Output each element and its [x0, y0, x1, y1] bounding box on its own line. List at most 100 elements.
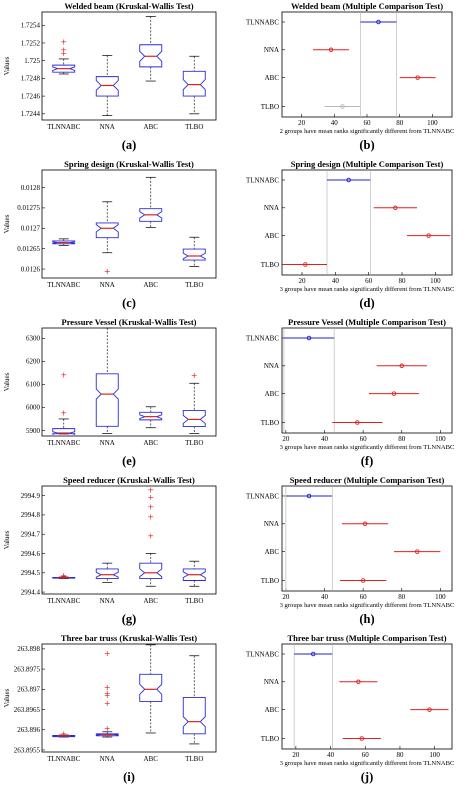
x-tick-label: 100: [435, 593, 446, 601]
outlier-marker: +: [104, 649, 111, 658]
panel-caption: (f): [361, 454, 374, 468]
mean-rank-marker: [328, 47, 334, 53]
comparison-panel: Welded beam (Multiple Comparison Test) 20…: [246, 1, 455, 152]
y-tick-label: 2994.4: [21, 588, 41, 596]
outlier-marker: +: [147, 532, 154, 541]
x-tick-label: 20: [282, 435, 290, 443]
mean-rank-marker: [346, 177, 351, 183]
boxplot-panel: Spring design (Kruskal-Wallis Test) 0.012…: [3, 159, 217, 310]
y-tick-label: 0.01275: [17, 204, 40, 212]
y-axis-label: Values: [3, 372, 11, 391]
x-tick-label: NNA: [100, 439, 115, 447]
iqr-box: [95, 568, 119, 580]
y-tick-label: NNA: [264, 46, 279, 54]
y-tick-label: 6300: [26, 335, 41, 343]
iqr-box: [52, 428, 76, 435]
y-tick-label: TLNNABC: [246, 176, 279, 184]
x-tick-label: NNA: [100, 597, 115, 605]
x-tick-label: TLNNABC: [47, 281, 80, 289]
iqr-box: [182, 70, 206, 97]
outlier-marker: +: [60, 46, 67, 55]
x-tick-label: NNA: [100, 281, 115, 289]
outlier-marker: +: [104, 724, 111, 733]
mean-rank-marker: [340, 104, 345, 109]
y-tick-label: TLBO: [261, 261, 279, 269]
comparison-note: 3 groups have mean ranks significantly d…: [280, 602, 455, 609]
x-tick-label: 60: [365, 277, 373, 285]
mean-rank-marker: [415, 75, 420, 80]
y-tick-label: 6200: [26, 358, 41, 366]
x-tick-label: 80: [398, 593, 406, 601]
x-tick-label: 60: [360, 593, 368, 601]
x-tick-label: 60: [364, 119, 372, 127]
y-tick-label: 0.0126: [21, 265, 41, 273]
mean-rank-marker: [356, 679, 361, 685]
plot-frame: [281, 169, 453, 276]
boxplot-title: Pressure Vessel (Kruskal-Wallis Test): [62, 317, 197, 327]
outlier-marker: +: [147, 512, 154, 521]
x-tick-label: 100: [430, 277, 441, 285]
outlier-marker: +: [60, 371, 67, 380]
iqr-box: [95, 733, 119, 737]
y-tick-label: 5900: [26, 427, 41, 435]
y-tick-label: ABC: [265, 548, 280, 556]
x-tick-label: TLNNABC: [47, 439, 80, 447]
boxplot-title: Welded beam (Kruskal-Wallis Test): [64, 1, 193, 11]
x-tick-label: 40: [332, 277, 340, 285]
outlier-marker: +: [104, 267, 111, 276]
comparison-title: Welded beam (Multiple Comparison Test): [291, 1, 443, 11]
y-tick-label: 2994.9: [21, 492, 41, 500]
outlier-marker: +: [104, 689, 111, 698]
plot-frame: [281, 11, 453, 118]
iqr-box: [52, 576, 76, 579]
y-axis-label: Values: [3, 688, 11, 707]
iqr-box: [139, 44, 163, 68]
iqr-box: [182, 696, 206, 735]
y-tick-label: 1.7252: [21, 39, 41, 47]
outlier-marker: +: [147, 493, 154, 502]
iqr-box: [182, 248, 206, 261]
plot-frame: [281, 327, 453, 434]
x-tick-label: 20: [299, 277, 307, 285]
mean-rank-marker: [393, 205, 398, 211]
x-tick-label: 20: [292, 751, 300, 759]
x-tick-label: ABC: [144, 439, 159, 447]
mean-rank-marker: [399, 363, 405, 369]
outlier-marker: +: [60, 38, 67, 47]
plot-frame: [41, 11, 217, 121]
mean-rank-marker: [303, 262, 308, 267]
x-tick-label: 100: [435, 435, 446, 443]
y-tick-label: NNA: [264, 678, 279, 686]
x-tick-label: TLBO: [185, 123, 203, 131]
y-tick-label: TLNNABC: [246, 492, 279, 500]
y-tick-label: 1.7254: [21, 22, 41, 30]
mean-rank-marker: [359, 736, 365, 741]
panel-caption: (h): [359, 612, 374, 626]
y-axis-label: Values: [3, 214, 11, 233]
mean-rank-marker: [310, 651, 316, 657]
y-axis-label: Values: [3, 530, 11, 549]
comparison-note: 3 groups have mean ranks significantly d…: [280, 760, 455, 767]
plot-frame: [41, 485, 217, 595]
iqr-box: [182, 568, 206, 581]
x-tick-label: TLBO: [185, 439, 203, 447]
comparison-title: Three bar truss (Multiple Comparison Tes…: [287, 633, 446, 643]
y-tick-label: ABC: [265, 74, 280, 82]
mean-rank-marker: [306, 493, 312, 499]
y-tick-label: 0.0127: [21, 225, 41, 233]
x-tick-label: ABC: [144, 755, 159, 763]
outlier-marker: +: [104, 691, 111, 700]
y-tick-label: 0.01265: [17, 245, 40, 253]
comparison-title: Spring design (Multiple Comparison Test): [291, 159, 444, 169]
y-tick-label: 1.7246: [21, 92, 41, 100]
x-tick-label: 40: [327, 751, 335, 759]
plot-frame: [41, 643, 217, 753]
plot-frame: [281, 485, 453, 592]
iqr-box: [139, 208, 163, 222]
y-tick-label: 6100: [26, 381, 41, 389]
y-tick-label: TLNNABC: [246, 18, 279, 26]
outlier-marker: +: [60, 49, 67, 58]
plot-frame: [41, 327, 217, 437]
x-tick-label: TLNNABC: [47, 123, 80, 131]
